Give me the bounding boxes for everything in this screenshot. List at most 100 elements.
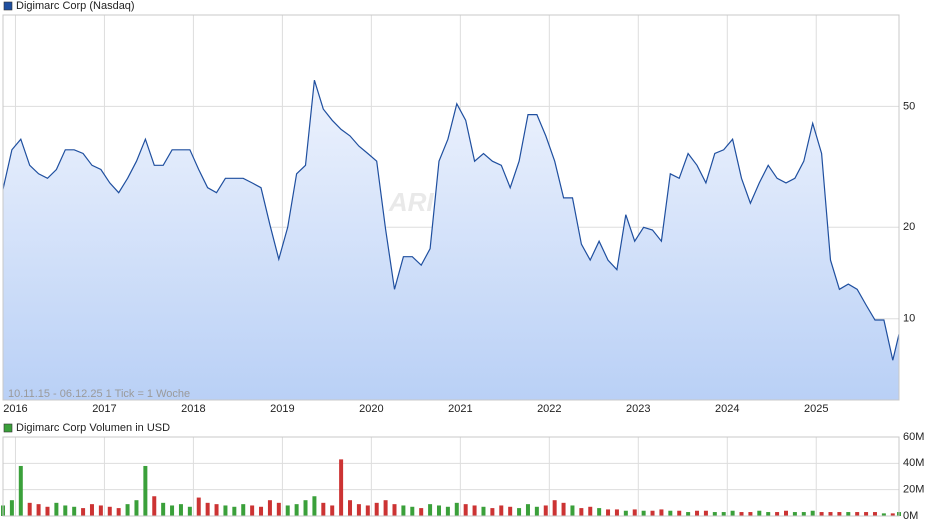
volume-bar — [463, 504, 468, 516]
volume-bar — [525, 504, 530, 516]
volume-bar — [63, 505, 68, 516]
panel-frame — [2, 436, 900, 517]
volume-bar — [356, 504, 361, 516]
legend-swatch — [3, 1, 13, 11]
volume-bar — [267, 500, 272, 516]
panel-frame — [2, 14, 900, 401]
volume-bar — [152, 496, 157, 516]
volume-bar — [543, 505, 548, 516]
volume-bar — [792, 512, 797, 516]
volume-bar — [241, 504, 246, 516]
volume-bar — [98, 505, 103, 516]
volume-bar — [819, 512, 824, 516]
volume-bar — [659, 509, 664, 516]
volume-bar — [614, 509, 619, 516]
volume-bar — [623, 510, 628, 516]
volume-bar — [597, 508, 602, 516]
legend-swatch — [3, 423, 13, 433]
volume-bar — [312, 496, 317, 516]
volume-bar — [18, 465, 23, 516]
volume-bar — [276, 502, 281, 516]
volume-bar — [321, 502, 326, 516]
volume-bar — [27, 502, 32, 516]
volume-bar — [125, 504, 130, 516]
volume-bar — [641, 510, 646, 516]
volume-bar — [881, 513, 886, 516]
volume-bar — [721, 512, 726, 516]
volume-bar — [739, 512, 744, 516]
volume-bar — [855, 512, 860, 516]
y-tick-label: 50 — [903, 100, 915, 112]
volume-bar — [445, 506, 450, 516]
volume-bar — [757, 510, 762, 516]
volume-bar — [810, 510, 815, 516]
volume-bar — [205, 502, 210, 516]
volume-bar — [161, 502, 166, 516]
volume-bar — [9, 500, 14, 516]
volume-bar — [392, 504, 397, 516]
y-tick-label: 40M — [903, 457, 924, 469]
volume-bar — [890, 513, 895, 516]
volume-bar — [428, 504, 433, 516]
volume-bar — [668, 510, 673, 516]
y-tick-label: 0M — [903, 510, 918, 522]
volume-bar — [419, 508, 424, 516]
y-tick-label: 20 — [903, 221, 915, 233]
volume-bar — [348, 500, 353, 516]
volume-bar — [837, 512, 842, 516]
volume-bar — [72, 506, 77, 516]
volume-bar — [712, 512, 717, 516]
volume-bar — [508, 506, 513, 516]
volume-bar — [552, 500, 557, 516]
volume-bar — [187, 506, 192, 516]
volume-bar — [490, 508, 495, 516]
x-tick-label: 2025 — [804, 403, 828, 415]
volume-bar — [766, 512, 771, 516]
volume-bar — [178, 504, 183, 516]
volume-bar — [81, 508, 86, 516]
volume-bar — [54, 502, 59, 516]
volume-bar — [401, 505, 406, 516]
volume-bar — [588, 506, 593, 516]
volume-bar — [517, 508, 522, 516]
x-tick-label: 2016 — [3, 403, 27, 415]
volume-bar — [196, 497, 201, 516]
volume-bar — [828, 512, 833, 516]
x-tick-label: 2022 — [537, 403, 561, 415]
volume-bar — [650, 510, 655, 516]
volume-bar — [864, 512, 869, 516]
x-tick-label: 2019 — [270, 403, 294, 415]
volume-bar — [472, 505, 477, 516]
volume-bar — [285, 505, 290, 516]
volume-bar — [801, 512, 806, 516]
volume-bar — [632, 509, 637, 516]
volume-bar — [170, 505, 175, 516]
volume-bar — [374, 502, 379, 516]
volume-bar — [214, 504, 219, 516]
volume-bar — [294, 504, 299, 516]
price-area — [3, 80, 899, 400]
volume-bar — [250, 505, 255, 516]
volume-bar — [339, 459, 344, 516]
volume-bar — [677, 510, 682, 516]
volume-bar — [36, 504, 41, 516]
volume-bar — [383, 500, 388, 516]
volume-bar — [534, 506, 539, 516]
x-tick-label: 2024 — [715, 403, 739, 415]
volume-bar — [232, 506, 237, 516]
volume-bar — [561, 502, 566, 516]
volume-bar — [730, 510, 735, 516]
volume-bar — [481, 506, 486, 516]
volume-bar — [223, 505, 228, 516]
volume-bar — [499, 505, 504, 516]
price-line — [2, 80, 900, 361]
y-tick-label: 60M — [903, 431, 924, 443]
y-tick-label: 20M — [903, 484, 924, 496]
volume-bar — [846, 512, 851, 516]
x-tick-label: 2018 — [181, 403, 205, 415]
volume-bar — [143, 465, 148, 516]
legend-label: Digimarc Corp Volumen in USD — [16, 422, 170, 434]
volume-bar — [703, 510, 708, 516]
volume-bar — [45, 506, 50, 516]
